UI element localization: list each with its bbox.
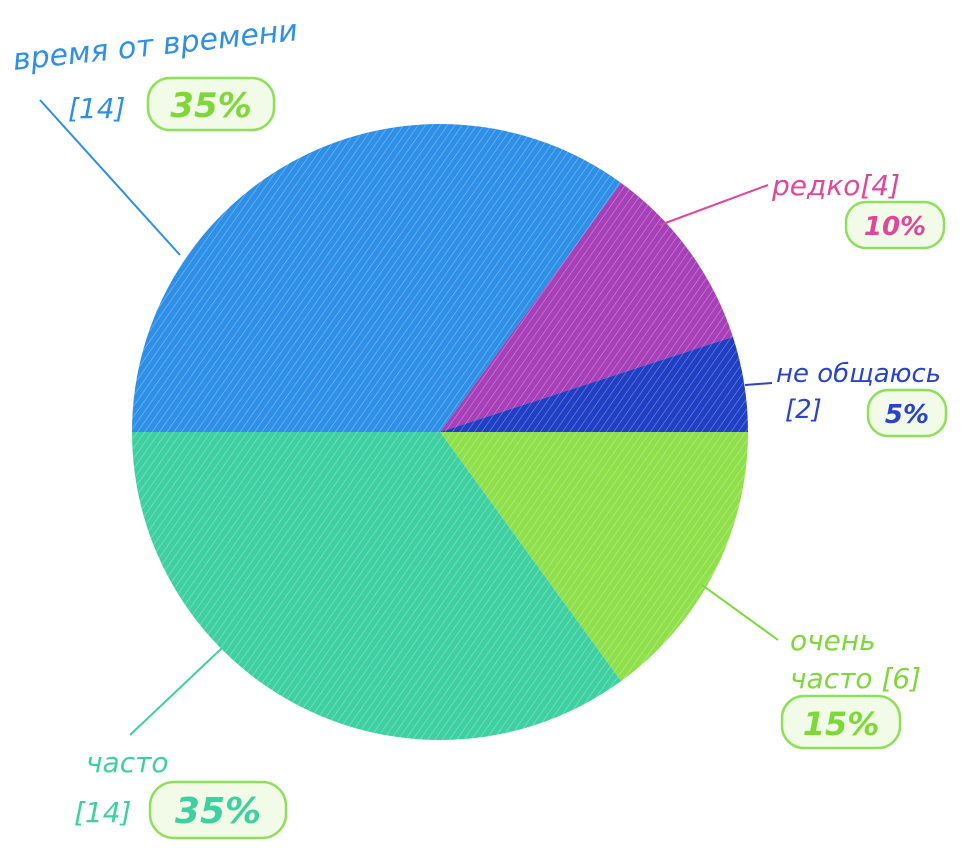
label-ne-obshchayus: не общаюсь [776,359,941,389]
badge-ochen: 15% [780,694,902,750]
label-ne-obshchayus-count: [2] [785,395,822,425]
badge-ne-obshchayus: 5% [866,388,948,438]
label-chasto: часто [86,746,169,779]
leader-line-redko [659,184,769,226]
badge-vremya: 35% [146,76,276,132]
slice-ne-obshchayus-hatching [440,336,748,432]
percent-chasto: 35% [175,791,261,832]
leader-line-chasto [129,647,223,736]
percent-redko: 10% [864,212,926,242]
pie-slices [132,124,748,740]
leader-line-ochen [701,584,779,641]
label-vremya: время от времени [11,13,299,78]
slice-redko-hatching [440,182,733,432]
label-redko: редко[4] [771,169,900,202]
slice-vremya-hatching [132,124,622,433]
label-vremya-count: [14] [68,92,125,125]
slice-chasto-hatching [132,432,622,740]
percent-vremya: 35% [170,86,251,126]
label-ochen-line2: часто [6] [790,662,921,695]
label-ochen-line1: очень [790,624,876,657]
badge-redko: 10% [844,200,946,250]
badge-chasto: 35% [148,780,288,840]
percent-ne-obshchayus: 5% [885,400,929,430]
percent-ochen: 15% [803,705,880,743]
leader-line-ne-obshchayus [744,382,773,386]
slice-ochen-chasto-hatching [440,432,748,682]
label-chasto-count: [14] [74,796,131,829]
leader-line-vremya [39,99,181,256]
